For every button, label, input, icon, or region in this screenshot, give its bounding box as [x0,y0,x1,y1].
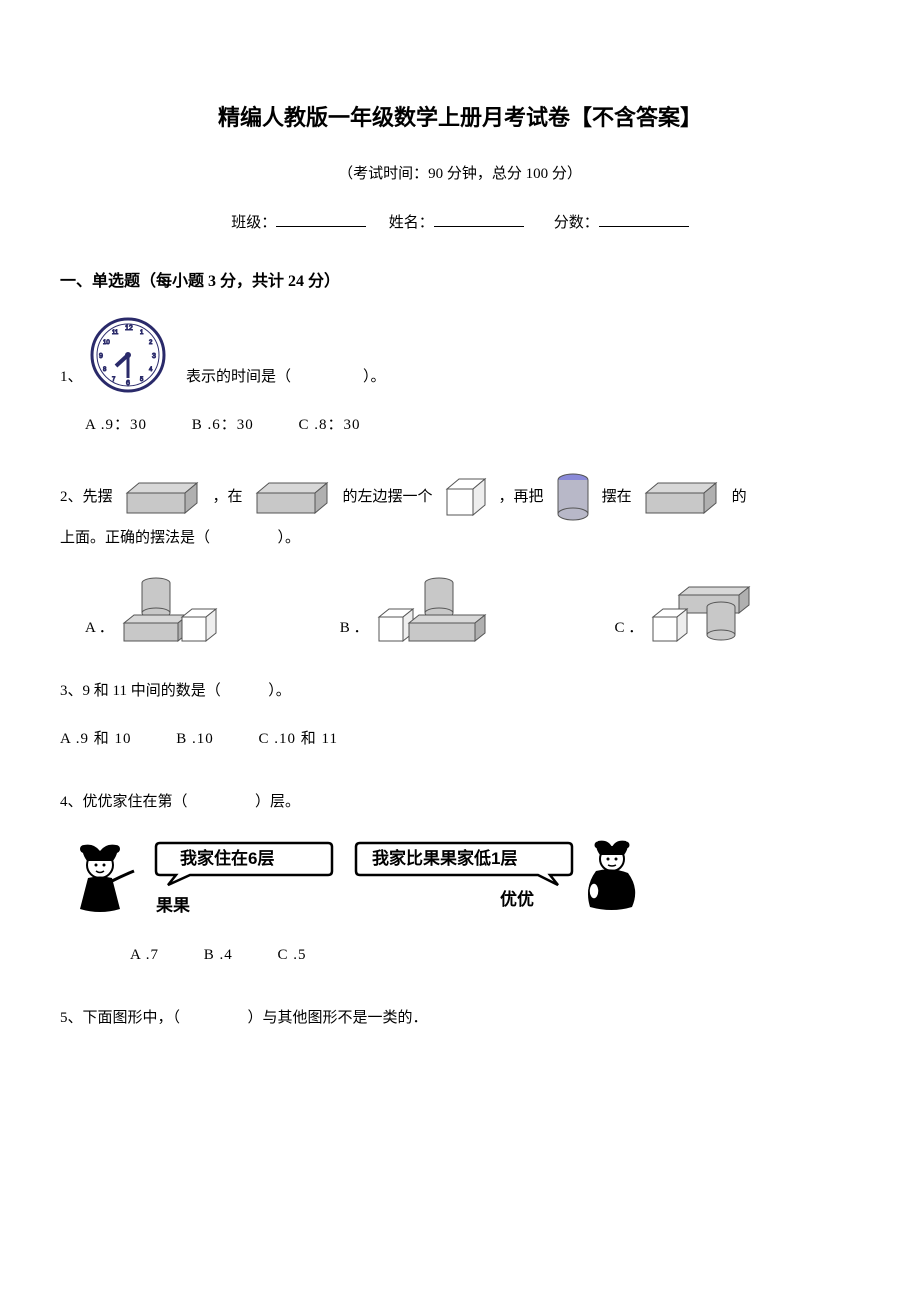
q1-option-a: A .9：30 [85,417,147,433]
q1-number: 1、 [60,361,83,394]
class-blank [276,212,366,227]
arrangement-c-icon [649,573,769,645]
q2-line2: 上面。正确的摆法是（ [60,530,210,546]
q2-option-a-label: A ． [85,612,114,645]
q3-option-a: A .9 和 10 [60,731,132,747]
bubble1-text: 我家住在6层 [180,848,274,868]
q3-text-end: ）。 [268,683,291,699]
q2-choices: A ． B ． [85,573,860,645]
section-header: 一、单选题（每小题 3 分，共计 24 分） [60,267,860,291]
svg-text:11: 11 [112,330,119,336]
q4-option-b: B .4 [204,947,233,963]
clock-icon: 12 1 2 3 4 5 6 7 8 9 10 11 [89,316,167,394]
speech-bubble-2: 我家比果果家低1层 [356,843,572,885]
question-5: 5、下面图形中，（ ）与其他图形不是一类的． [60,1002,860,1035]
q3-text: 3、9 和 11 中间的数是（ [60,683,221,699]
arrangement-b-icon [375,573,505,645]
svg-text:12: 12 [125,325,133,332]
question-3: 3、9 和 11 中间的数是（ ）。 A .9 和 10 B .10 C .10… [60,675,860,756]
page-title: 精编人教版一年级数学上册月考试卷【不含答案】 [60,100,860,132]
svg-text:6: 6 [126,380,130,387]
q1-text: 表示的时间是（ [186,361,291,394]
form-line: 班级： 姓名： 分数： [60,211,860,232]
girl-youyou-icon [588,841,635,910]
name-blank [434,212,524,227]
question-4: 4、优优家住在第（ ）层。 我家住在6层 果果 我家比果 [60,786,860,972]
q2-line2-end: ）。 [278,530,301,546]
cylinder-icon [554,472,592,522]
q1-option-c: C .8：30 [299,417,361,433]
subtitle: （考试时间：90 分钟，总分 100 分） [60,162,860,183]
q4-illustration: 我家住在6层 果果 我家比果果家低1层 优优 [60,831,860,921]
q2-number: 2、先摆 [60,481,113,514]
q5-text: 5、下面图形中，（ [60,1010,180,1026]
q2-choice-a: A ． [85,573,230,645]
q2-t4: 摆在 [602,481,632,514]
cuboid-icon [253,479,333,515]
speech-bubble-1: 我家住在6层 [156,843,332,885]
q1-options: A .9：30 B .6：30 C .8：30 [85,409,860,442]
girl-guoguo-icon [80,845,134,912]
q4-text-end: ）层。 [255,794,300,810]
q4-option-a: A .7 [130,947,159,963]
q3-option-c: C .10 和 11 [259,731,338,747]
q2-choice-b: B ． [340,573,505,645]
q2-t2: 的左边摆一个 [343,481,433,514]
q1-option-b: B .6：30 [192,417,254,433]
q5-text-end: ）与其他图形不是一类的． [248,1010,428,1026]
guoguo-label: 果果 [156,896,190,915]
q2-t1: ，在 [213,481,243,514]
q4-text: 4、优优家住在第（ [60,794,188,810]
score-label: 分数： [554,215,599,231]
q2-option-c-label: C ． [615,612,644,645]
question-2: 2、先摆 ，在 的左边摆一个 ，再把 摆在 [60,472,860,645]
q4-options: A .7 B .4 C .5 [130,939,860,972]
q1-text-end: ）。 [363,361,386,394]
bubble2-text: 我家比果果家低1层 [372,848,517,868]
name-label: 姓名： [389,215,434,231]
q3-option-b: B .10 [176,731,214,747]
cube-icon [443,475,489,519]
svg-text:3: 3 [152,353,156,360]
score-blank [599,212,689,227]
youyou-label: 优优 [500,889,534,909]
arrangement-a-icon [120,573,230,645]
q3-options: A .9 和 10 B .10 C .10 和 11 [60,723,860,756]
svg-text:10: 10 [103,340,110,346]
q4-option-c: C .5 [278,947,307,963]
q2-choice-c: C ． [615,573,770,645]
question-1: 1、 12 1 2 3 4 5 6 7 8 9 10 11 表示的时 [60,316,860,442]
class-label: 班级： [231,215,276,231]
cuboid-icon [642,479,722,515]
q2-t3: ，再把 [499,481,544,514]
svg-text:9: 9 [99,353,103,360]
q2-option-b-label: B ． [340,612,369,645]
cuboid-icon [123,479,203,515]
q2-t5: 的 [732,481,747,514]
